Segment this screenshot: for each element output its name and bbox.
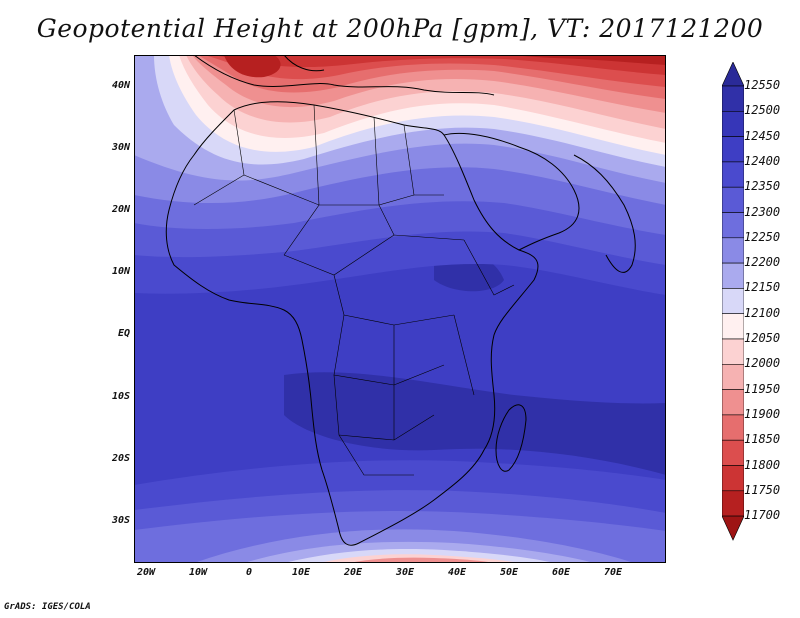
- colorbar-level-label: 12550: [744, 78, 781, 92]
- lon-label-20e: 20E: [343, 567, 363, 578]
- colorbar-cell: [722, 414, 744, 441]
- europe-coastline: [193, 55, 495, 96]
- colorbar-cell: [722, 439, 744, 466]
- colorbar-level-label: 12050: [744, 331, 781, 345]
- colorbar-level-label: 12250: [744, 229, 781, 244]
- lat-label-eq: EQ: [117, 328, 130, 339]
- lon-label-0: 0: [245, 567, 253, 578]
- colorbar-cell: [722, 136, 744, 163]
- colorbar-arrow-top: [722, 62, 744, 87]
- italy-coastline: [283, 55, 325, 72]
- colorbar-cell: [722, 465, 744, 492]
- lon-label-50e: 50E: [499, 567, 519, 578]
- colorbar-cell: [722, 389, 744, 416]
- coastlines: [165, 55, 636, 546]
- footer-credit: GrADS: IGES/COLA: [4, 602, 91, 612]
- colorbar-level-label: 12100: [744, 305, 781, 320]
- colorbar-level-label: 12400: [744, 153, 781, 168]
- lon-label-10e: 10E: [291, 567, 311, 578]
- arabia-coastline: [443, 132, 580, 251]
- field-band-11700-b: [514, 55, 666, 65]
- colorbar-cell: [722, 288, 744, 314]
- country-borders: [193, 104, 515, 476]
- madagascar-coastline: [495, 404, 527, 472]
- lat-label-30s: 30S: [111, 515, 130, 526]
- colorbar-level-label: 12450: [744, 128, 781, 143]
- colorbar-level-label: 12350: [744, 179, 781, 194]
- colorbar-level-label: 11900: [744, 406, 781, 421]
- chart-title: Geopotential Height at 200hPa [gpm], VT:…: [36, 14, 764, 43]
- lat-label-20s: 20S: [111, 453, 130, 464]
- colorbar-level-label: 12150: [744, 280, 781, 295]
- map-frame: [134, 55, 666, 563]
- colorbar-cell: [722, 110, 744, 137]
- colorbar-arrow-bottom: [722, 515, 744, 541]
- height-field-map: [134, 55, 666, 563]
- colorbar-cell: [722, 161, 744, 188]
- lat-label-10n: 10N: [111, 266, 130, 277]
- colorbar-level-label: 12300: [744, 204, 781, 219]
- colorbar-level-label: 11800: [744, 457, 781, 472]
- india-coastline: [573, 154, 636, 273]
- colorbar-level-label: 11950: [744, 381, 781, 396]
- field-band-12450: [284, 372, 666, 475]
- lat-label-30n: 30N: [111, 142, 130, 153]
- lon-label-30e: 30E: [395, 567, 415, 578]
- colorbar-level-label: 12000: [744, 356, 781, 371]
- lon-label-20w: 20W: [136, 567, 156, 578]
- colorbar-cells: [722, 62, 744, 541]
- colorbar-cell: [722, 237, 744, 264]
- field-band-12000-s: [349, 557, 494, 563]
- lat-label-10s: 10S: [111, 391, 130, 402]
- lon-label-60e: 60E: [551, 567, 571, 578]
- colorbar-cell: [722, 186, 744, 213]
- lon-label-40e: 40E: [447, 567, 467, 578]
- lat-label-20n: 20N: [111, 204, 130, 215]
- lon-label-10w: 10W: [188, 567, 208, 578]
- colorbar-level-label: 11700: [744, 508, 781, 523]
- colorbar-cell: [722, 490, 744, 517]
- colorbar: [722, 62, 744, 541]
- colorbar-cell: [722, 313, 744, 340]
- colorbar-cell: [722, 85, 744, 112]
- colorbar-cell: [722, 212, 744, 239]
- africa-coastline: [165, 101, 539, 546]
- colorbar-level-label: 11750: [744, 482, 781, 497]
- field-band-11700-a: [224, 55, 281, 78]
- lat-label-40n: 40N: [111, 80, 130, 91]
- colorbar-cell: [722, 363, 744, 390]
- field-band-11750: [212, 55, 666, 75]
- colorbar-level-label: 12200: [744, 255, 781, 270]
- map-panel: [134, 55, 666, 563]
- lon-label-70e: 70E: [603, 567, 623, 578]
- height-field: [134, 55, 666, 563]
- colorbar-cell: [722, 262, 744, 289]
- colorbar-cell: [722, 338, 744, 365]
- colorbar-level-label: 12500: [744, 103, 781, 118]
- colorbar-level-label: 11850: [744, 432, 781, 447]
